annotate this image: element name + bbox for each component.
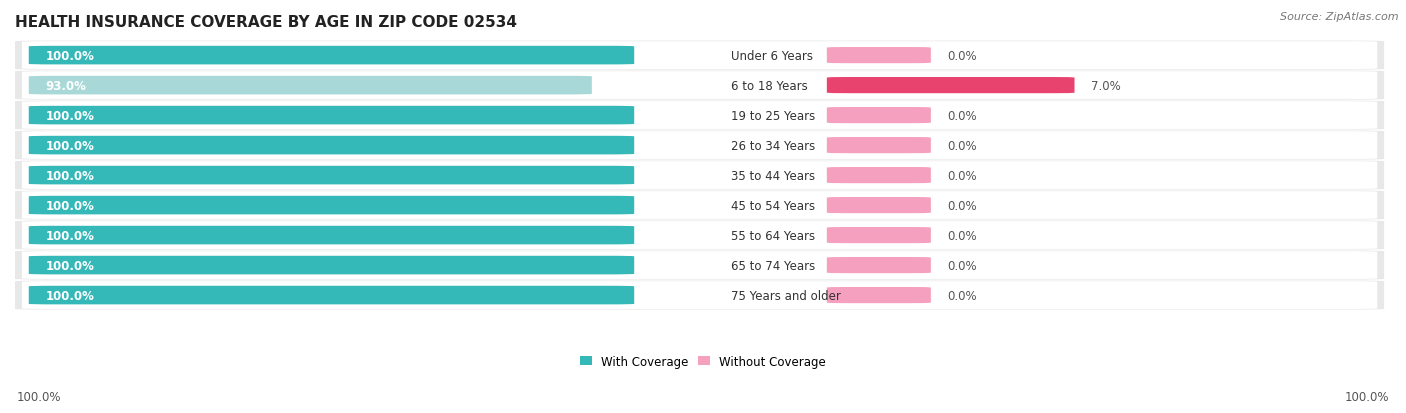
Text: 100.0%: 100.0%	[45, 229, 94, 242]
FancyBboxPatch shape	[22, 162, 1378, 190]
FancyBboxPatch shape	[22, 222, 1378, 249]
Text: 0.0%: 0.0%	[948, 169, 977, 182]
FancyBboxPatch shape	[827, 48, 931, 64]
Text: 0.0%: 0.0%	[948, 259, 977, 272]
Text: 100.0%: 100.0%	[17, 390, 62, 403]
Text: 55 to 64 Years: 55 to 64 Years	[731, 229, 814, 242]
Text: 19 to 25 Years: 19 to 25 Years	[731, 109, 814, 122]
FancyBboxPatch shape	[28, 166, 634, 185]
FancyBboxPatch shape	[15, 101, 1384, 131]
FancyBboxPatch shape	[22, 282, 1378, 309]
Text: 100.0%: 100.0%	[45, 259, 94, 272]
FancyBboxPatch shape	[827, 78, 1074, 94]
Text: 7.0%: 7.0%	[1091, 79, 1121, 93]
FancyBboxPatch shape	[15, 161, 1384, 190]
FancyBboxPatch shape	[827, 228, 931, 244]
FancyBboxPatch shape	[28, 286, 634, 305]
FancyBboxPatch shape	[28, 107, 634, 125]
FancyBboxPatch shape	[827, 257, 931, 273]
Text: 93.0%: 93.0%	[45, 79, 86, 93]
Text: 100.0%: 100.0%	[45, 139, 94, 152]
Text: HEALTH INSURANCE COVERAGE BY AGE IN ZIP CODE 02534: HEALTH INSURANCE COVERAGE BY AGE IN ZIP …	[15, 15, 517, 30]
Text: 0.0%: 0.0%	[948, 139, 977, 152]
FancyBboxPatch shape	[15, 221, 1384, 250]
Legend: With Coverage, Without Coverage: With Coverage, Without Coverage	[579, 355, 827, 368]
FancyBboxPatch shape	[15, 251, 1384, 280]
Text: 100.0%: 100.0%	[45, 50, 94, 62]
Text: 0.0%: 0.0%	[948, 289, 977, 302]
FancyBboxPatch shape	[28, 226, 634, 245]
FancyBboxPatch shape	[15, 131, 1384, 160]
Text: Under 6 Years: Under 6 Years	[731, 50, 813, 62]
FancyBboxPatch shape	[28, 136, 634, 155]
Text: Source: ZipAtlas.com: Source: ZipAtlas.com	[1281, 12, 1399, 22]
Text: 0.0%: 0.0%	[948, 109, 977, 122]
Text: 26 to 34 Years: 26 to 34 Years	[731, 139, 814, 152]
Text: 65 to 74 Years: 65 to 74 Years	[731, 259, 814, 272]
FancyBboxPatch shape	[28, 196, 634, 215]
FancyBboxPatch shape	[28, 256, 634, 275]
Text: 45 to 54 Years: 45 to 54 Years	[731, 199, 814, 212]
Text: 100.0%: 100.0%	[45, 199, 94, 212]
Text: 0.0%: 0.0%	[948, 50, 977, 62]
FancyBboxPatch shape	[15, 71, 1384, 100]
Text: 100.0%: 100.0%	[1344, 390, 1389, 403]
Text: 6 to 18 Years: 6 to 18 Years	[731, 79, 807, 93]
Text: 100.0%: 100.0%	[45, 289, 94, 302]
FancyBboxPatch shape	[15, 41, 1384, 71]
FancyBboxPatch shape	[15, 281, 1384, 310]
Text: 0.0%: 0.0%	[948, 199, 977, 212]
Text: 35 to 44 Years: 35 to 44 Years	[731, 169, 814, 182]
Text: 0.0%: 0.0%	[948, 229, 977, 242]
FancyBboxPatch shape	[22, 132, 1378, 159]
FancyBboxPatch shape	[827, 168, 931, 184]
FancyBboxPatch shape	[827, 287, 931, 304]
FancyBboxPatch shape	[22, 42, 1378, 70]
Text: 100.0%: 100.0%	[45, 109, 94, 122]
FancyBboxPatch shape	[827, 138, 931, 154]
FancyBboxPatch shape	[22, 102, 1378, 130]
FancyBboxPatch shape	[22, 72, 1378, 100]
Text: 100.0%: 100.0%	[45, 169, 94, 182]
FancyBboxPatch shape	[28, 77, 592, 95]
FancyBboxPatch shape	[22, 192, 1378, 219]
FancyBboxPatch shape	[15, 191, 1384, 220]
FancyBboxPatch shape	[22, 252, 1378, 279]
Text: 75 Years and older: 75 Years and older	[731, 289, 841, 302]
FancyBboxPatch shape	[28, 47, 634, 65]
FancyBboxPatch shape	[827, 197, 931, 214]
FancyBboxPatch shape	[827, 108, 931, 124]
